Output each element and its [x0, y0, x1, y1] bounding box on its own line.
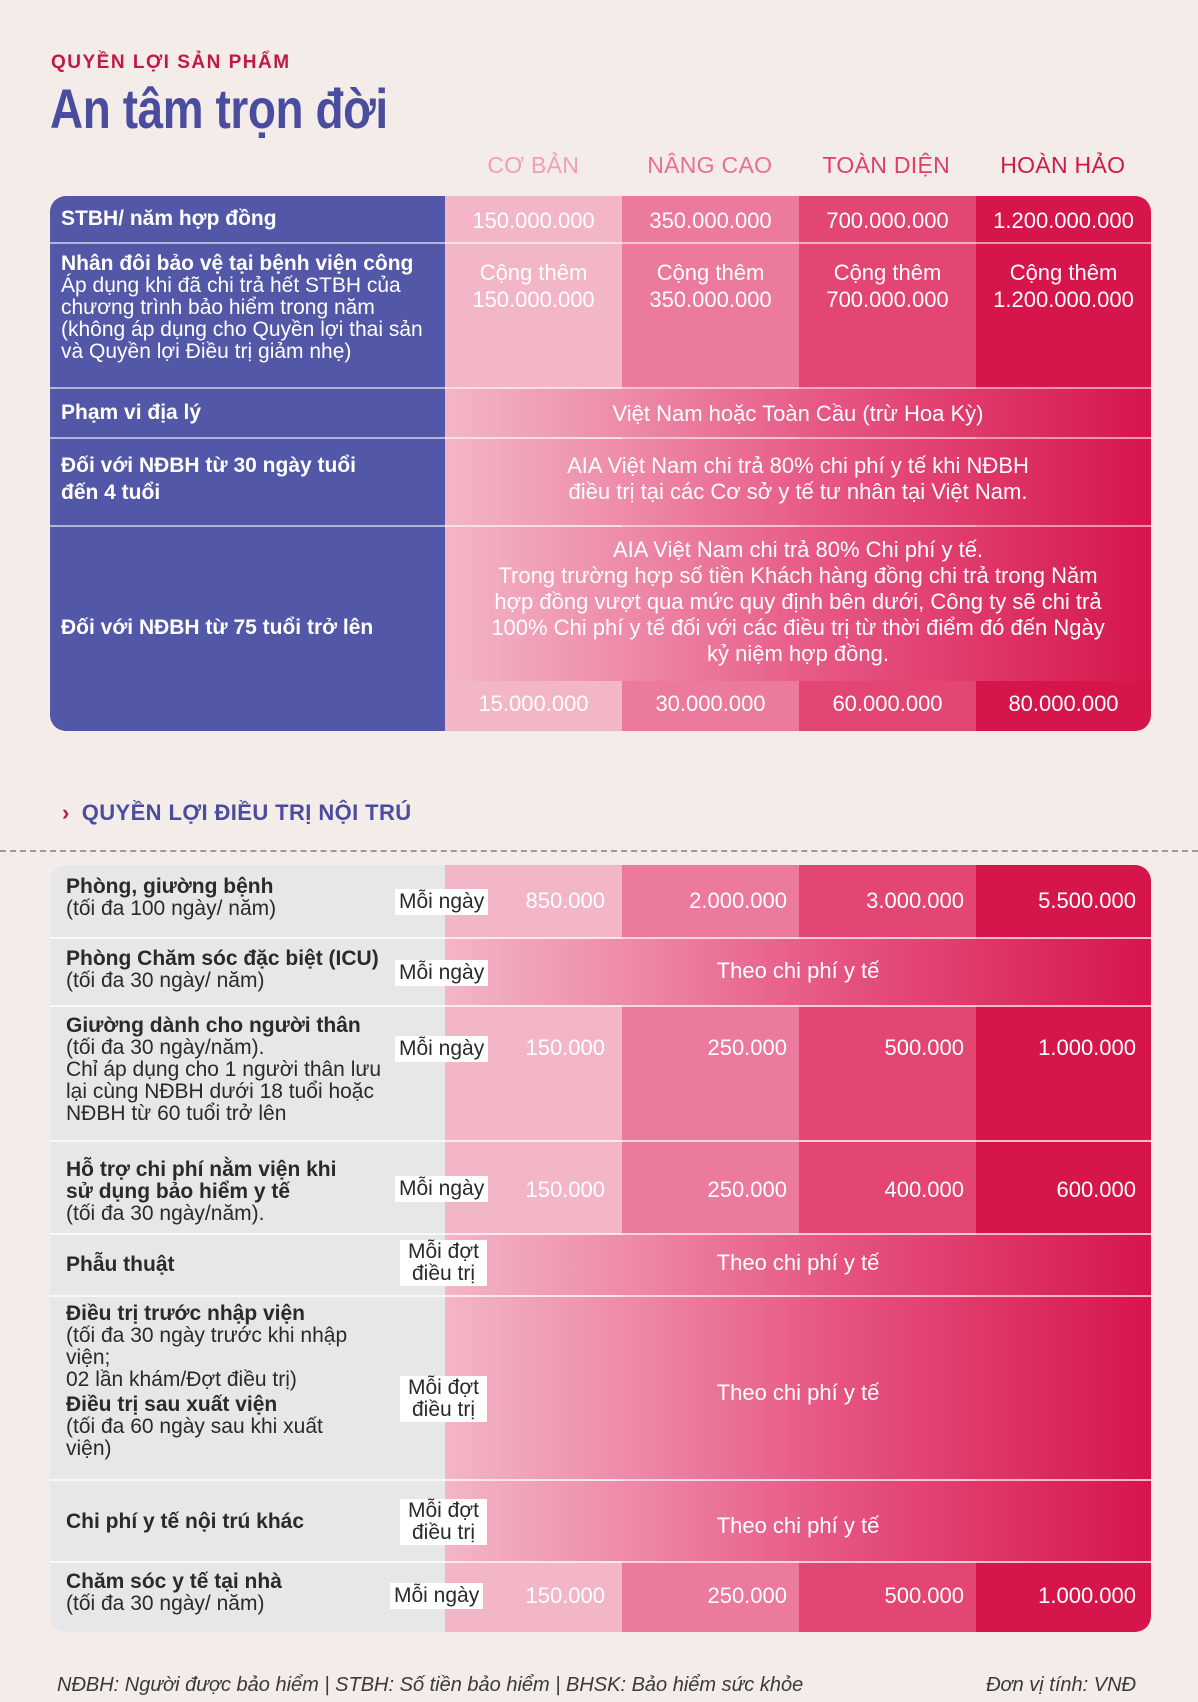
cell-value: 700.000.000 [826, 208, 949, 233]
row-divider [50, 242, 1151, 244]
inpatient-heading-label: QUYỀN LỢI ĐIỀU TRỊ NỘI TRÚ [81, 800, 412, 825]
cell-value: 150.000 [525, 1177, 605, 1202]
cell-value: 600.000 [1056, 1177, 1136, 1202]
cell-value: 250.000 [707, 1035, 787, 1060]
row-label-pre-post-hospital: Điều trị trước nhập viện (tối đa 30 ngày… [66, 1302, 348, 1460]
cell-value: 3.000.000 [866, 888, 964, 913]
row-label-hi-support: Hỗ trợ chi phí nằm viện khi sử dụng bảo … [66, 1158, 337, 1225]
span-bg [445, 1235, 1151, 1295]
row-label-age-75-plus: Đối với NĐBH từ 75 tuổi trở lên [61, 616, 374, 639]
row-label-geography: Phạm vi địa lý [61, 401, 202, 424]
tier-header-hoan-hao: HOÀN HẢO [1000, 152, 1126, 178]
span-value: Theo chi phí y tế [716, 958, 880, 983]
cell-value: 2.000.000 [689, 888, 787, 913]
span-bg [445, 439, 1151, 525]
span-bg [445, 1481, 1151, 1561]
row-label-stbh: STBH/ năm hợp đồng [61, 207, 277, 230]
cell-value: Cộng thêm 1.200.000.000 [993, 260, 1134, 312]
tier-header-nang-cao: NÂNG CAO [647, 152, 773, 178]
span-value: AIA Việt Nam chi trả 80% chi phí y tế kh… [567, 453, 1029, 504]
row-label-other-inpatient: Chi phí y tế nội trú khác [66, 1510, 305, 1533]
unit-badge: Mỗi đợt điều trị [400, 1376, 487, 1422]
cell-value: 400.000 [884, 1177, 964, 1202]
row-divider [50, 1005, 1151, 1007]
row-divider [50, 1140, 1151, 1142]
span-bg [445, 389, 1151, 437]
cell-value: 850.000 [525, 888, 605, 913]
span-bg [445, 1297, 1151, 1479]
unit-badge: Mỗi ngày [395, 889, 489, 915]
row-divider [50, 1479, 1151, 1481]
chevron-right-icon: › [62, 800, 70, 825]
tier-headers: CƠ BẢN NÂNG CAO TOÀN DIỆN HOÀN HẢO [445, 152, 1151, 188]
cell-value: 15.000.000 [478, 691, 589, 716]
label-column [50, 196, 445, 731]
span-bg [445, 527, 1151, 681]
tier-header-toan-dien: TOÀN DIỆN [822, 152, 950, 178]
row-divider [50, 1561, 1151, 1563]
row-divider [50, 1295, 1151, 1297]
row-label-surgery: Phẫu thuật [66, 1253, 175, 1276]
cell-value: 500.000 [884, 1583, 964, 1608]
cell-value: 1.000.000 [1038, 1583, 1136, 1608]
cell-value: 250.000 [707, 1583, 787, 1608]
label-column [50, 865, 445, 1632]
tier-header-co-ban: CƠ BẢN [487, 152, 580, 178]
unit-badge: Mỗi đợt điều trị [400, 1240, 487, 1286]
inpatient-heading: › QUYỀN LỢI ĐIỀU TRỊ NỘI TRÚ [62, 800, 412, 826]
span-value: Việt Nam hoặc Toàn Cầu (trừ Hoa Kỳ) [612, 401, 984, 426]
row-divider [50, 525, 1151, 527]
cell-value: 350.000.000 [649, 208, 772, 233]
unit-badge: Mỗi ngày [395, 1036, 489, 1062]
row-label-room: Phòng, giường bệnh (tối đa 100 ngày/ năm) [66, 875, 277, 920]
cell-value: 150.000 [525, 1583, 605, 1608]
row-label-double-protection: Nhân đôi bảo vệ tại bệnh viện công Áp dụ… [61, 252, 423, 363]
span-value: Theo chi phí y tế [716, 1250, 880, 1275]
cell-value: 60.000.000 [832, 691, 943, 716]
span-bg [445, 939, 1151, 1005]
row-divider [50, 1233, 1151, 1235]
footer-unit: Đơn vị tính: VNĐ [986, 1674, 1136, 1696]
cell-value: 30.000.000 [655, 691, 766, 716]
cell-value: 500.000 [884, 1035, 964, 1060]
cell-value: Cộng thêm 350.000.000 [649, 260, 772, 312]
row-label-icu: Phòng Chăm sóc đặc biệt (ICU) (tối đa 30 … [66, 947, 379, 992]
span-value: AIA Việt Nam chi trả 80% Chi phí y tế. T… [491, 537, 1105, 666]
span-value: Theo chi phí y tế [716, 1513, 880, 1538]
overview-table: STBH/ năm hợp đồng 150.000.000 350.000.0… [50, 196, 1151, 731]
cell-value: 1.200.000.000 [993, 208, 1134, 233]
span-value: Theo chi phí y tế [716, 1380, 880, 1405]
cell-value: Cộng thêm 150.000.000 [472, 260, 595, 312]
row-divider [50, 437, 1151, 439]
page-title: An tâm trọn đời [50, 77, 388, 140]
unit-badge: Mỗi ngày [395, 1176, 489, 1202]
section-label: QUYỀN LỢI SẢN PHẨM [51, 52, 291, 73]
cell-value: 5.500.000 [1038, 888, 1136, 913]
unit-badge: Mỗi ngày [390, 1583, 484, 1609]
row-label-home-care: Chăm sóc y tế tại nhà (tối đa 30 ngày/ nă… [66, 1570, 282, 1615]
inpatient-table: Phòng, giường bệnh (tối đa 100 ngày/ năm)… [50, 865, 1151, 1632]
unit-badge: Mỗi ngày [395, 960, 489, 986]
cell-value: 250.000 [707, 1177, 787, 1202]
cell-value: 150.000.000 [472, 208, 595, 233]
unit-badge: Mỗi đợt điều trị [400, 1499, 487, 1545]
dashed-divider [0, 850, 1198, 852]
cell-value: 80.000.000 [1008, 691, 1119, 716]
row-divider [50, 937, 1151, 939]
cell-value: 1.000.000 [1038, 1035, 1136, 1060]
footer-legend: NĐBH: Người được bảo hiểm | STBH: Số tiề… [57, 1674, 804, 1696]
cell-value: Cộng thêm 700.000.000 [826, 260, 949, 312]
cell-value: 150.000 [525, 1035, 605, 1060]
row-divider [50, 387, 1151, 389]
row-label-age-30d-4y: Đối với NĐBH từ 30 ngày tuổi đến 4 tuổi [61, 454, 356, 504]
row-label-relative-bed: Giường dành cho người thân (tối đa 30 ngà… [66, 1014, 382, 1125]
